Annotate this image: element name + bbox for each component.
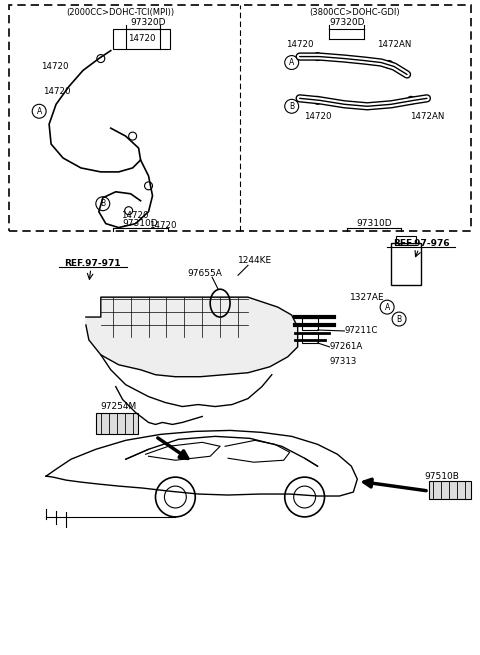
Text: 97211C: 97211C	[344, 326, 378, 335]
Text: 97313: 97313	[329, 357, 357, 366]
Bar	[301, 333, 318, 343]
Text: 1327AE: 1327AE	[350, 293, 384, 302]
Text: 14720: 14720	[148, 221, 176, 230]
Text: 1244KE: 1244KE	[238, 256, 272, 265]
Text: 97320D: 97320D	[131, 18, 166, 28]
Text: (2000CC>DOHC-TCI(MPI)): (2000CC>DOHC-TCI(MPI))	[67, 9, 175, 17]
Text: 14720: 14720	[286, 40, 313, 49]
Polygon shape	[86, 297, 298, 377]
Text: A: A	[289, 58, 294, 67]
Text: 14720: 14720	[41, 62, 69, 71]
Text: 1472AN: 1472AN	[377, 40, 411, 49]
Text: 14720: 14720	[128, 34, 156, 43]
Text: REF.97-976: REF.97-976	[393, 239, 449, 248]
Text: (3800CC>DOHC-GDI): (3800CC>DOHC-GDI)	[309, 9, 400, 17]
Text: 97254M: 97254M	[101, 402, 137, 411]
Text: A: A	[384, 303, 390, 312]
Text: 1472AN: 1472AN	[410, 112, 444, 121]
Bar	[429, 481, 471, 499]
Text: 97655A: 97655A	[188, 269, 223, 278]
Text: 14720: 14720	[304, 112, 331, 121]
Text: 14720: 14720	[120, 211, 148, 220]
Bar	[391, 244, 421, 285]
Bar	[301, 318, 318, 330]
Text: B: B	[100, 199, 106, 208]
Text: 14720: 14720	[43, 87, 71, 96]
Bar	[96, 413, 138, 434]
Text: 97261A: 97261A	[329, 343, 363, 351]
Bar	[101, 297, 248, 337]
Text: 97310D: 97310D	[357, 219, 392, 228]
Bar	[396, 236, 416, 244]
Text: B: B	[396, 314, 402, 324]
Bar	[113, 29, 170, 48]
Text: 97310D: 97310D	[123, 219, 158, 228]
Text: 97510B: 97510B	[424, 472, 459, 481]
Text: REF.97-971: REF.97-971	[64, 259, 121, 268]
Text: 97320D: 97320D	[330, 18, 365, 28]
Text: B: B	[289, 102, 294, 111]
Text: A: A	[36, 107, 42, 116]
